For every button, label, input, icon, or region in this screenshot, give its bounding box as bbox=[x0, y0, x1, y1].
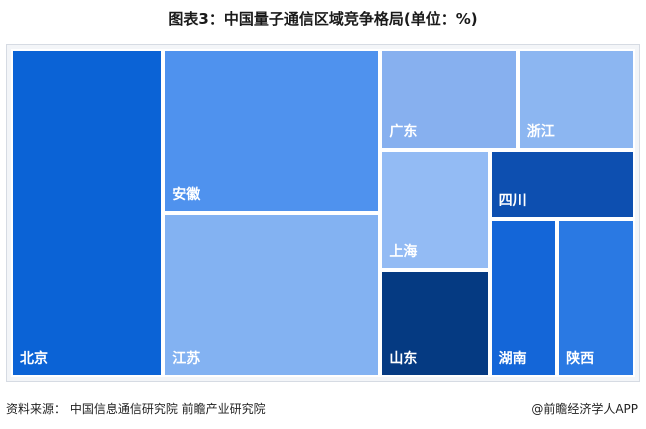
tile-label: 四川 bbox=[498, 193, 527, 210]
tile-label: 江苏 bbox=[172, 351, 201, 367]
treemap-tile: 山东 bbox=[380, 270, 490, 377]
tile-label: 山东 bbox=[389, 350, 418, 367]
tile-label: 湖南 bbox=[498, 350, 527, 367]
source-note: 资料来源： 中国信息通信研究院 前瞻产业研究院 bbox=[6, 402, 266, 416]
treemap-tile: 陕西 bbox=[557, 219, 635, 377]
chart-title: 图表3：中国量子通信区域竞争格局(单位：%) bbox=[168, 10, 478, 28]
tile-label: 安徽 bbox=[172, 187, 201, 203]
tile-label: 北京 bbox=[20, 351, 48, 367]
tile-label: 广东 bbox=[389, 124, 418, 141]
treemap-tile: 广东 bbox=[380, 49, 518, 151]
treemap-frame: 北京 安徽江苏 广东 浙江上海山东 四川湖南 陕西 bbox=[6, 44, 640, 382]
treemap-tile: 四川 bbox=[489, 150, 635, 220]
treemap-tile: 江苏 bbox=[163, 213, 381, 377]
treemap-tile: 北京 bbox=[11, 49, 164, 377]
credit-note: @前瞻经济学人APP bbox=[531, 402, 638, 416]
treemap-tile: 上海 bbox=[380, 150, 490, 271]
treemap-tile: 安徽 bbox=[163, 49, 381, 213]
tile-label: 陕西 bbox=[566, 350, 595, 367]
treemap-chart: 北京 安徽江苏 广东 浙江上海山东 四川湖南 陕西 bbox=[7, 45, 639, 381]
treemap-tile: 湖南 bbox=[489, 219, 558, 377]
tile-label: 浙江 bbox=[526, 124, 555, 141]
tile-label: 上海 bbox=[389, 244, 418, 261]
treemap-tile: 浙江 bbox=[517, 49, 635, 151]
